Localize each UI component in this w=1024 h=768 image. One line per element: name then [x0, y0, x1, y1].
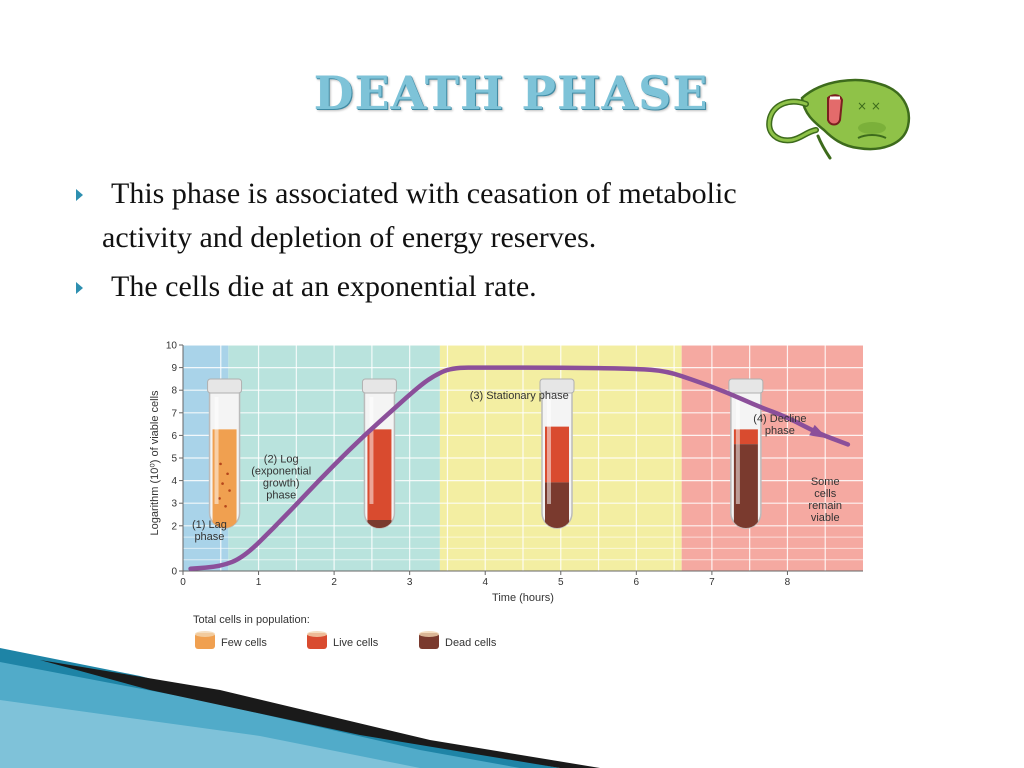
- svg-text:× ×: × ×: [857, 99, 881, 113]
- bullet-text-line: The cells die at an exponential rate.: [111, 270, 537, 303]
- tube-highlight: [547, 397, 551, 504]
- y-tick-label: 5: [171, 454, 177, 465]
- curve-arrowhead: [809, 424, 828, 439]
- phase-label-line: (1) Lag: [192, 519, 227, 531]
- annotation-label-line: cells: [814, 488, 837, 500]
- y-tick-label: 2: [171, 521, 177, 532]
- tube-highlight: [214, 397, 219, 504]
- phase-label: (1) Lag phase: [192, 519, 227, 543]
- legend-swatch-top: [307, 631, 327, 637]
- tube-highlight: [369, 397, 374, 504]
- y-tick-label: 4: [171, 476, 177, 487]
- legend-title: Total cells in population:: [193, 614, 310, 626]
- phase-label-line: phase: [194, 531, 224, 543]
- x-tick-label: 0: [180, 577, 186, 588]
- slide-title: DEATH PHASE: [313, 66, 709, 120]
- tube-cap: [207, 378, 243, 394]
- x-tick-label: 6: [634, 577, 640, 588]
- y-tick-label: 9: [171, 363, 177, 374]
- phase-label-line: phase: [765, 425, 795, 437]
- phase-label: (2) Log (exponential growth) phase: [251, 454, 311, 502]
- cell-dot: [224, 504, 227, 508]
- cell-dot: [218, 497, 221, 500]
- y-tick-label: 7: [171, 408, 177, 419]
- legend-label: Few cells: [221, 637, 267, 649]
- growth-curve-chart: 0 2 3 4 5 6 7 8 9 10 0 1 2 3 4 5 6 7 8 Time (hours) Logarith…: [149, 341, 863, 649]
- annotation-label-line: viable: [811, 512, 840, 524]
- annotation-label-line: remain: [808, 500, 842, 512]
- bullet-text-line: activity and depletion of energy reserve…: [102, 221, 597, 254]
- phase-label: (3) Stationary phase: [470, 390, 569, 402]
- bullet-text-line: This phase is associated with ceasation …: [111, 177, 737, 210]
- bullet-item: The cells die at an exponential rate.: [102, 265, 537, 309]
- phase-label-line: (3) Stationary phase: [470, 390, 569, 402]
- cell-dot: [219, 462, 222, 466]
- annotation-label: Some cells remain viable: [808, 476, 842, 524]
- tube-cap: [361, 378, 397, 394]
- phase-label-line: (exponential: [251, 466, 311, 478]
- x-axis-label: Time (hours): [492, 592, 554, 604]
- tube-liquid-dead: [367, 520, 392, 528]
- legend-swatch: [419, 633, 439, 649]
- test-tube: [728, 378, 764, 529]
- phase-label-line: growth): [263, 478, 300, 490]
- tube-cap: [728, 378, 764, 394]
- y-tick-label: 6: [171, 431, 177, 442]
- y-axis-label: Logarithm (10⁰) of viable cells: [149, 390, 161, 536]
- y-tick-label: 0: [171, 567, 177, 578]
- phase-label: (4) Decline phase: [753, 413, 806, 437]
- phase-label-line: (2) Log: [264, 454, 299, 466]
- legend-swatch: [195, 633, 215, 649]
- bullet-item: This phase is associated with ceasation …: [102, 172, 737, 260]
- x-tick-label: 3: [407, 577, 413, 588]
- legend-swatch-top: [195, 631, 215, 637]
- annotation-label-line: Some: [811, 476, 840, 488]
- x-tick-label: 5: [558, 577, 564, 588]
- legend-swatch: [307, 633, 327, 649]
- cell-dot: [228, 489, 231, 492]
- legend-swatch-top: [419, 631, 439, 637]
- x-tick-label: 4: [482, 577, 488, 588]
- cell-dot: [221, 482, 224, 485]
- legend-label: Live cells: [333, 637, 379, 649]
- cell-dot: [226, 472, 229, 476]
- bullet-arrow-icon: [76, 189, 83, 201]
- x-tick-label: 7: [709, 577, 715, 588]
- y-tick-label: 8: [171, 386, 177, 397]
- growth-curve-line: [188, 365, 851, 571]
- phase-label-line: phase: [266, 490, 296, 502]
- tube-cap: [539, 378, 575, 394]
- bullet-arrow-icon: [76, 282, 83, 294]
- x-tick-label: 2: [331, 577, 337, 588]
- x-tick-label: 1: [256, 577, 262, 588]
- y-tick-label: 3: [171, 499, 177, 510]
- y-tick-label: 10: [166, 341, 178, 352]
- x-tick-label: 8: [785, 577, 791, 588]
- tube-highlight: [735, 397, 740, 504]
- test-tube: [539, 378, 575, 529]
- legend-label: Dead cells: [445, 637, 497, 649]
- bacterium-cartoon-icon: × ×: [766, 78, 911, 160]
- test-tube: [361, 378, 397, 529]
- phase-label-line: (4) Decline: [753, 413, 806, 425]
- test-tube: [207, 378, 243, 529]
